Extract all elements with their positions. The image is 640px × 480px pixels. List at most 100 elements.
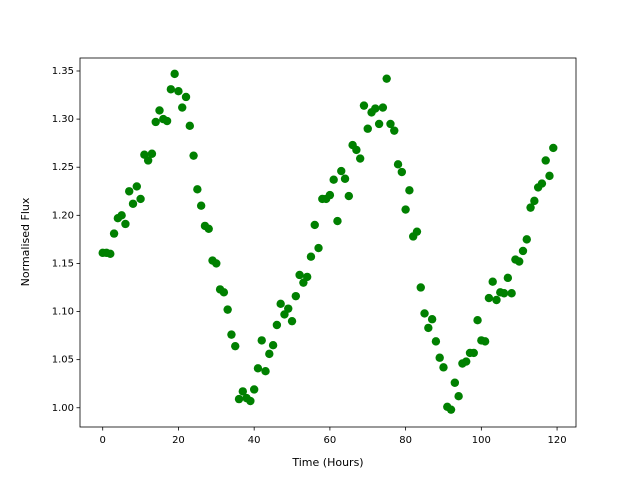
point [378, 103, 388, 112]
point [166, 85, 176, 94]
point [549, 143, 558, 153]
point [162, 116, 172, 126]
x-tick-label: 80 [399, 435, 412, 446]
point [143, 156, 153, 165]
point [302, 272, 312, 282]
y-tick-label: 1.30 [52, 114, 74, 125]
y-axis-label: Normalised Flux [19, 197, 32, 286]
point [333, 216, 342, 226]
point [268, 341, 278, 350]
point [401, 205, 410, 214]
point [284, 304, 293, 313]
point [314, 243, 323, 253]
point [276, 299, 285, 309]
point [492, 295, 501, 305]
point [291, 291, 301, 301]
x-tick-label: 0 [100, 435, 106, 446]
point [412, 227, 422, 236]
point [227, 330, 236, 339]
point [178, 103, 187, 112]
y-tick-label: 1.25 [52, 162, 74, 173]
point [132, 182, 141, 191]
point [416, 283, 425, 292]
point [329, 175, 338, 184]
point [435, 353, 444, 362]
point [344, 191, 354, 201]
point [359, 101, 369, 110]
x-tick-label: 100 [472, 435, 491, 446]
point [151, 117, 160, 127]
point [223, 305, 232, 314]
point [249, 385, 259, 394]
point [386, 119, 395, 129]
point [253, 364, 263, 373]
point [518, 246, 528, 256]
point [439, 363, 448, 372]
x-tick-label: 40 [248, 435, 261, 446]
axes-frame [79, 57, 577, 428]
point [382, 74, 391, 83]
point [246, 396, 255, 406]
y-tick-label: 1.15 [52, 258, 74, 269]
point [537, 179, 547, 188]
x-axis-label: Time (Hours) [291, 456, 363, 469]
y-tick-label: 1.20 [52, 210, 74, 221]
point [185, 121, 195, 131]
point [306, 252, 316, 261]
x-tick-label: 120 [548, 435, 567, 446]
point [181, 92, 191, 102]
y-tick-label: 1.35 [52, 66, 74, 77]
point [545, 171, 554, 181]
point [212, 259, 221, 268]
point [461, 357, 471, 366]
point [507, 289, 516, 298]
point [420, 309, 429, 318]
point [480, 337, 490, 346]
point [295, 270, 304, 280]
point [325, 190, 335, 200]
point [473, 315, 482, 325]
point [424, 323, 433, 333]
point [526, 203, 535, 212]
point [530, 196, 539, 206]
point [340, 174, 350, 183]
point [136, 194, 145, 204]
point [125, 187, 134, 196]
point [287, 316, 297, 326]
point [121, 219, 130, 229]
point [393, 160, 403, 169]
point [128, 199, 138, 208]
point [427, 315, 437, 324]
point [147, 149, 157, 158]
point [484, 293, 494, 303]
point [337, 166, 346, 176]
point [231, 341, 240, 351]
point [371, 104, 380, 113]
point [261, 366, 270, 376]
point [204, 224, 213, 233]
point [238, 387, 248, 396]
point [488, 277, 497, 286]
y-tick-label: 1.10 [52, 307, 74, 318]
point [450, 378, 460, 387]
point [390, 126, 399, 135]
point [109, 229, 119, 238]
x-tick-label: 60 [324, 435, 337, 446]
point [170, 69, 179, 79]
point [257, 336, 266, 345]
point [515, 257, 524, 266]
point [219, 288, 229, 297]
point [405, 186, 414, 195]
point [541, 156, 550, 165]
point [363, 124, 372, 133]
point [117, 211, 126, 220]
point [431, 337, 441, 346]
point [374, 119, 384, 129]
point [469, 348, 478, 358]
point [397, 167, 407, 177]
point [155, 106, 164, 115]
point [522, 235, 531, 244]
x-tick-label: 20 [172, 435, 185, 446]
